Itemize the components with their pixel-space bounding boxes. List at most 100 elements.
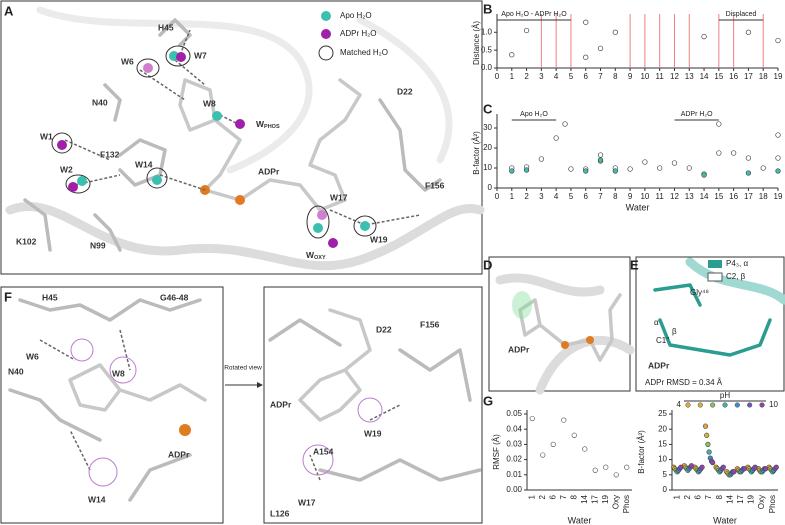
ribbon (36, 6, 313, 174)
water-label: W8 (112, 368, 125, 378)
point (540, 452, 546, 458)
x-tick-label: 1 (510, 72, 515, 81)
point (741, 466, 748, 472)
water-label: W17 (330, 192, 348, 202)
water (328, 238, 338, 248)
x-tick-label: 8 (613, 192, 618, 201)
point (523, 167, 530, 173)
point (571, 432, 577, 438)
annotation: Apo H₂O - ADPr H₂O (501, 11, 567, 18)
residue-label: H45 (158, 22, 174, 32)
point (671, 160, 678, 166)
residue-label: F156 (420, 319, 440, 329)
x-tick-label: 14 (725, 494, 734, 503)
point (745, 170, 752, 176)
y-tick-label: 0 (488, 183, 493, 192)
residue-label: L126 (270, 508, 290, 518)
x-tick-label: 2 (524, 72, 529, 81)
y-tick-label: 0.02 (506, 455, 522, 464)
phosphate (179, 424, 191, 436)
point (688, 463, 695, 469)
legend-swatch (321, 29, 331, 39)
point (763, 466, 769, 472)
water-label: W19 (364, 428, 382, 438)
point (775, 155, 781, 161)
x-tick-label: 9 (628, 72, 633, 81)
x-tick-label: 17 (736, 494, 745, 503)
x-tick-label: 1 (672, 494, 681, 499)
y-tick-label: 10 (483, 163, 492, 172)
y-tick-label: 0.0 (481, 63, 493, 72)
legend-label: P4₃, α (726, 259, 748, 268)
rmsd-label: ADPr RMSD = 0.34 Å (645, 378, 723, 387)
matched-ring (65, 174, 91, 194)
x-tick-label: 16 (729, 192, 738, 201)
water-label: W19 (370, 234, 388, 244)
x-tick-label: 5 (569, 72, 574, 81)
x-tick-label: 14 (580, 494, 589, 503)
y-tick-label: 0.00 (506, 485, 522, 494)
point (624, 464, 630, 470)
point (760, 165, 766, 171)
legend-swatch (708, 260, 722, 268)
point (627, 166, 633, 172)
annotation: Apo H₂O (520, 111, 548, 118)
residue-label: G46-48 (160, 292, 189, 302)
x-tick-label: 10 (640, 72, 649, 81)
water (68, 182, 78, 192)
phosphate (586, 336, 594, 344)
point (730, 150, 737, 156)
water-label: WPHOS (256, 119, 280, 130)
ligand-label: ADPr (648, 360, 670, 370)
x-tick-label: 0 (495, 192, 500, 201)
y-axis-label: RMSF (Å) (492, 434, 501, 470)
x-tick-label: 2 (538, 494, 547, 499)
x-axis-label: Water (713, 515, 737, 525)
x-tick-label: 15 (714, 72, 723, 81)
density (512, 291, 532, 319)
point (699, 464, 705, 470)
h-bonds (64, 29, 421, 226)
x-tick-label: 13 (685, 192, 694, 201)
water-label: W2 (60, 164, 73, 174)
water (57, 140, 67, 150)
x-tick-label: 11 (656, 72, 665, 81)
x-tick-label: 6 (584, 192, 589, 201)
legend-swatch (759, 402, 765, 408)
residue-label: Gly⁴⁸ (690, 288, 709, 297)
legend-swatch (707, 272, 723, 282)
legend-swatch (747, 402, 753, 408)
residue-label: N40 (92, 97, 108, 107)
x-tick-label: 7 (598, 192, 603, 201)
ligand-label: ADPr (508, 344, 530, 354)
annotation: ADPr H₂O (681, 111, 713, 118)
ribbon (495, 273, 635, 395)
density (70, 338, 94, 362)
point (716, 121, 722, 127)
panel-f: Rotated view H45 G46-48 W6 W8 N40 ADPr W… (0, 286, 483, 524)
residue-sticks (23, 18, 442, 252)
panel-letter: G (483, 393, 493, 408)
point (775, 168, 781, 174)
panel-a: Apo H₂O ADPr H₂O Matched H₂O H45 W7 W6 N… (0, 0, 485, 275)
y-tick-label: 15 (658, 440, 667, 449)
x-tick-label: 17 (590, 494, 599, 503)
y-tick-label: 0.5 (481, 45, 493, 54)
y-tick-label: 25 (658, 409, 667, 418)
phosphate (561, 341, 569, 349)
point (582, 446, 588, 452)
x-tick-label: 7 (598, 72, 603, 81)
x-tick-label: 4 (554, 192, 559, 201)
panel-letter: C (483, 101, 493, 116)
panel-frame (635, 256, 785, 392)
water-label: W1 (40, 131, 53, 141)
legend-swatch (710, 402, 716, 408)
x-tick-label: 14 (700, 72, 709, 81)
residue-label: K102 (16, 236, 37, 246)
x-axis-label: Water (626, 202, 650, 212)
legend-label: Apo H₂O (340, 11, 372, 20)
ribbon (5, 201, 485, 271)
point (720, 464, 726, 470)
point (509, 52, 515, 58)
